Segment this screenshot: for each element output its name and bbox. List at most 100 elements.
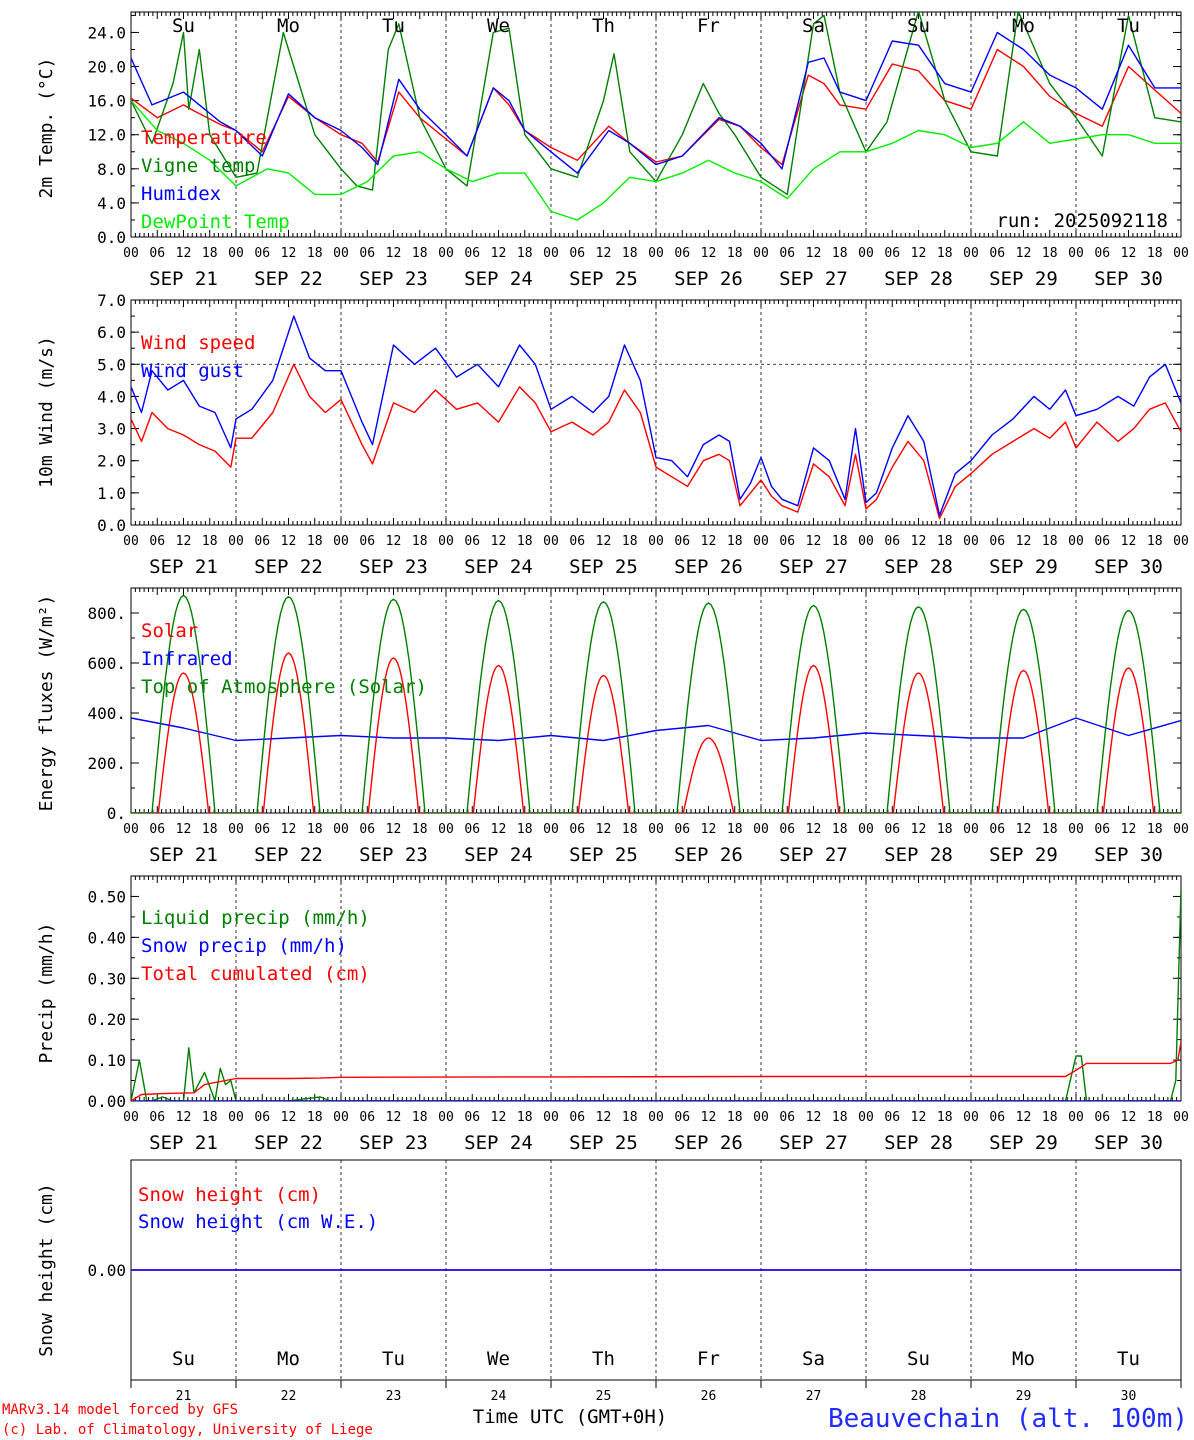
- hour-label: 00: [963, 822, 979, 837]
- hour-label: 00: [963, 1110, 979, 1125]
- hour-label: 18: [937, 534, 953, 549]
- hour-label: 12: [386, 1110, 402, 1125]
- day-number-label: 29: [1016, 1389, 1032, 1404]
- date-label: SEP 29: [989, 556, 1058, 578]
- weekday-label: Sa: [802, 15, 825, 37]
- date-label: SEP 24: [464, 556, 533, 578]
- y-tick-label: 4.0: [97, 387, 126, 406]
- y-tick-label: 20.0: [87, 58, 126, 77]
- series-line: [131, 363, 1181, 520]
- date-label: SEP 27: [779, 556, 848, 578]
- hour-label: 06: [464, 822, 480, 837]
- xaxis-label: Time UTC (GMT+0H): [473, 1406, 667, 1428]
- hour-label: 12: [386, 246, 402, 261]
- hour-label: 12: [806, 246, 822, 261]
- hour-label: 00: [858, 246, 874, 261]
- hour-label: 12: [491, 534, 507, 549]
- date-label: SEP 28: [884, 556, 953, 578]
- hour-label: 12: [176, 822, 192, 837]
- date-label: SEP 22: [254, 556, 323, 578]
- hour-label: 06: [359, 246, 375, 261]
- legend-entry: Solar: [141, 620, 198, 642]
- hour-label: 06: [989, 1110, 1005, 1125]
- hour-label: 06: [254, 822, 270, 837]
- legend-entry: Top of Atmosphere (Solar): [141, 676, 427, 698]
- series-line: [131, 1041, 1181, 1101]
- hour-label: 00: [333, 534, 349, 549]
- hour-label: 00: [123, 822, 139, 837]
- date-label: SEP 27: [779, 844, 848, 866]
- y-tick-label: 2.0: [97, 452, 126, 471]
- hour-label: 18: [832, 1110, 848, 1125]
- hour-label: 06: [149, 534, 165, 549]
- date-label: SEP 26: [674, 1132, 743, 1154]
- hour-label: 12: [911, 1110, 927, 1125]
- date-label: SEP 21: [149, 1132, 218, 1154]
- hour-label: 00: [963, 534, 979, 549]
- hour-label: 06: [569, 534, 585, 549]
- hour-label: 00: [963, 246, 979, 261]
- hour-label: 18: [727, 534, 743, 549]
- hour-label: 12: [701, 822, 717, 837]
- hour-label: 12: [806, 822, 822, 837]
- y-tick-label: 0.10: [87, 1051, 126, 1070]
- series-line: [131, 315, 1181, 517]
- weekday-label: Mo: [277, 1348, 300, 1370]
- hour-label: 12: [1016, 246, 1032, 261]
- hour-label: 06: [569, 246, 585, 261]
- hour-label: 06: [989, 534, 1005, 549]
- hour-label: 18: [937, 822, 953, 837]
- legend-entry: Vigne temp: [141, 155, 255, 177]
- hour-label: 18: [1147, 1110, 1163, 1125]
- y-axis-label: Precip (mm/h): [36, 923, 57, 1064]
- legend-entry: Snow height (cm): [138, 1184, 321, 1206]
- hour-label: 12: [281, 822, 297, 837]
- legend-entry: Wind gust: [141, 360, 244, 382]
- y-tick-label: 4.0: [97, 194, 126, 213]
- hour-label: 18: [1147, 246, 1163, 261]
- hour-label: 06: [779, 1110, 795, 1125]
- hour-label: 06: [1094, 534, 1110, 549]
- date-label: SEP 26: [674, 556, 743, 578]
- y-tick-label: 8.0: [97, 160, 126, 179]
- y-tick-label: 800.: [87, 604, 126, 623]
- footer-model: MARv3.14 model forced by GFS: [2, 1402, 238, 1418]
- hour-label: 18: [727, 246, 743, 261]
- hour-label: 12: [1121, 822, 1137, 837]
- hour-label: 12: [596, 246, 612, 261]
- date-label: SEP 23: [359, 556, 428, 578]
- y-tick-label: 200.: [87, 754, 126, 773]
- y-tick-label: 400.: [87, 704, 126, 723]
- hour-label: 12: [281, 246, 297, 261]
- date-label: SEP 24: [464, 268, 533, 290]
- hour-label: 00: [543, 1110, 559, 1125]
- hour-label: 06: [1094, 246, 1110, 261]
- y-tick-label: 3.0: [97, 420, 126, 439]
- hour-label: 18: [937, 1110, 953, 1125]
- hour-label: 18: [202, 822, 218, 837]
- hour-label: 00: [753, 246, 769, 261]
- hour-label: 18: [622, 246, 638, 261]
- weekday-label: We: [487, 15, 510, 37]
- day-number-label: 23: [386, 1389, 402, 1404]
- hour-label: 18: [1042, 1110, 1058, 1125]
- day-number-label: 24: [491, 1389, 507, 1404]
- hour-label: 00: [543, 534, 559, 549]
- y-tick-label: 0.30: [87, 969, 126, 988]
- y-tick-label: 0.00: [87, 1092, 126, 1111]
- y-axis-label: 10m Wind (m/s): [36, 336, 57, 488]
- series-line: [131, 717, 1181, 742]
- hour-label: 00: [1173, 246, 1189, 261]
- hour-label: 00: [543, 246, 559, 261]
- date-label: SEP 24: [464, 1132, 533, 1154]
- hour-label: 06: [989, 246, 1005, 261]
- hour-label: 06: [779, 822, 795, 837]
- date-label: SEP 25: [569, 1132, 638, 1154]
- hour-label: 18: [727, 1110, 743, 1125]
- hour-label: 12: [596, 534, 612, 549]
- date-label: SEP 25: [569, 556, 638, 578]
- hour-label: 18: [307, 534, 323, 549]
- hour-label: 18: [832, 822, 848, 837]
- hour-label: 18: [412, 822, 428, 837]
